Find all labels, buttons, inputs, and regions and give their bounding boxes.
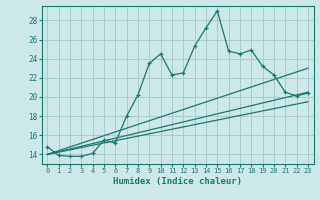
- X-axis label: Humidex (Indice chaleur): Humidex (Indice chaleur): [113, 177, 242, 186]
